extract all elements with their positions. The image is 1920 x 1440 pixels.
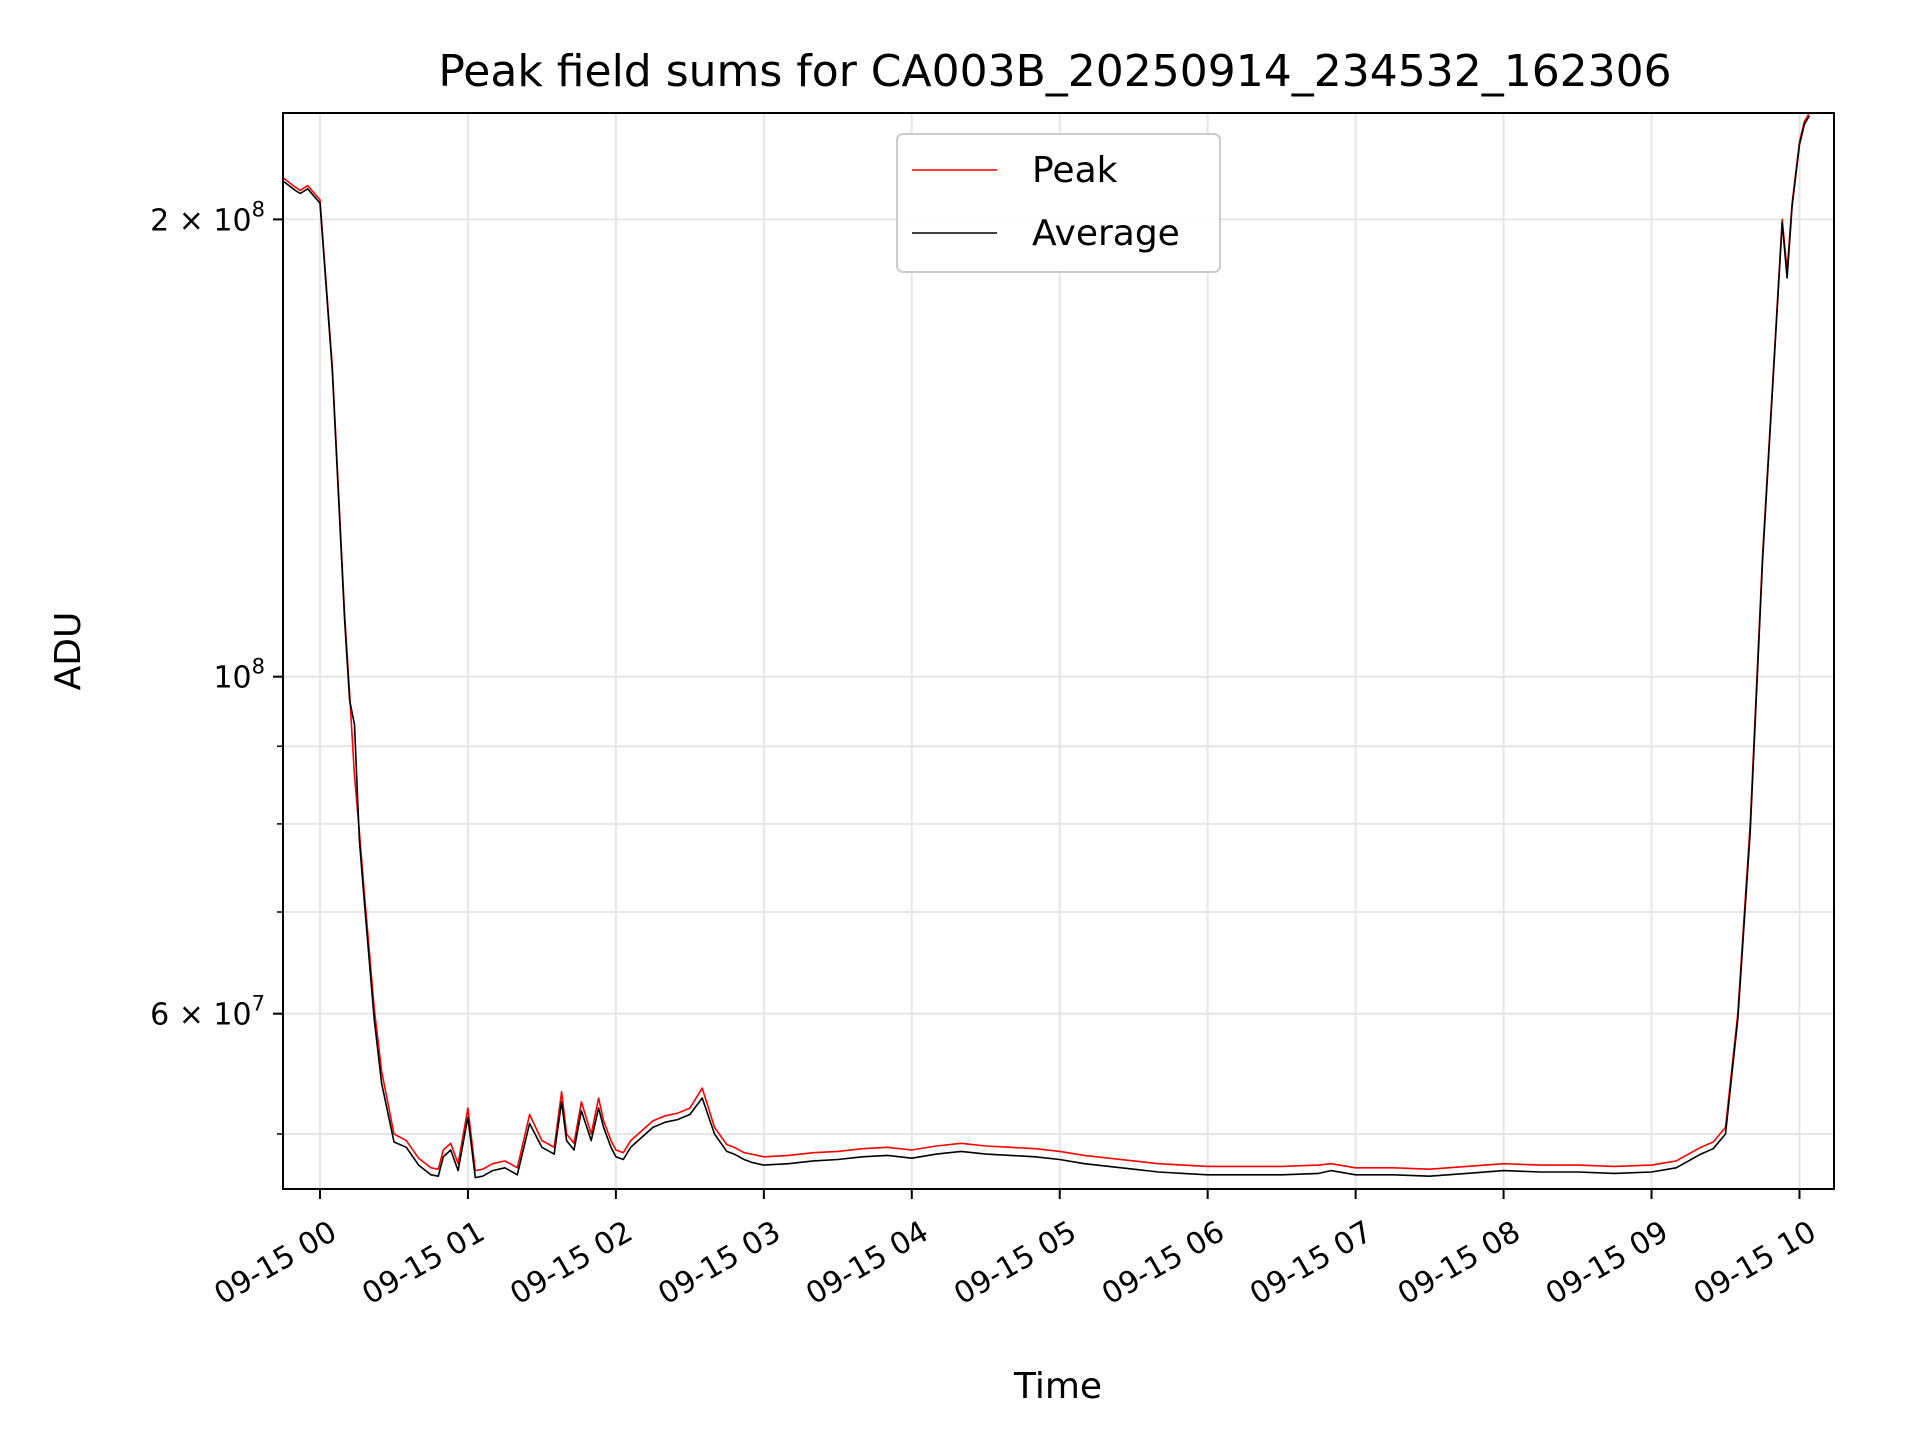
plot-frame — [282, 112, 1835, 1190]
y-tick-label: 108 — [213, 655, 265, 696]
series-line-peak — [282, 112, 1810, 1172]
chart-title: Peak field sums for CA003B_20250914_2345… — [438, 46, 1671, 97]
series-lines — [282, 112, 1810, 1179]
legend-label-average: Average — [1032, 213, 1180, 254]
x-axis-title: Time — [1013, 1366, 1102, 1407]
legend: Peak Average — [896, 133, 1221, 273]
legend-box — [896, 133, 1221, 273]
legend-label-peak: Peak — [1032, 150, 1118, 191]
grid — [283, 113, 1834, 1189]
y-axis-title: ADU — [48, 612, 89, 691]
y-tick-label: 6 × 107 — [150, 992, 265, 1033]
y-tick-label: 2 × 108 — [150, 197, 265, 238]
series-line-average — [282, 115, 1810, 1179]
